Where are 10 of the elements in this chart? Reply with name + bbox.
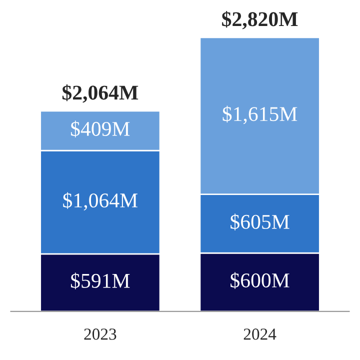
data-label: $1,615M <box>222 106 298 124</box>
data-label: $591M <box>70 272 130 290</box>
x-tick-label: 2023 <box>84 328 116 340</box>
total-label: $2,820M <box>222 10 298 30</box>
data-label: $1,064M <box>63 192 138 211</box>
total-label: $2,064M <box>62 84 138 103</box>
data-label: $605M <box>230 214 290 230</box>
x-tick-label: 2024 <box>244 328 276 340</box>
data-label: $409M <box>70 120 130 138</box>
data-label: $600M <box>230 272 290 289</box>
